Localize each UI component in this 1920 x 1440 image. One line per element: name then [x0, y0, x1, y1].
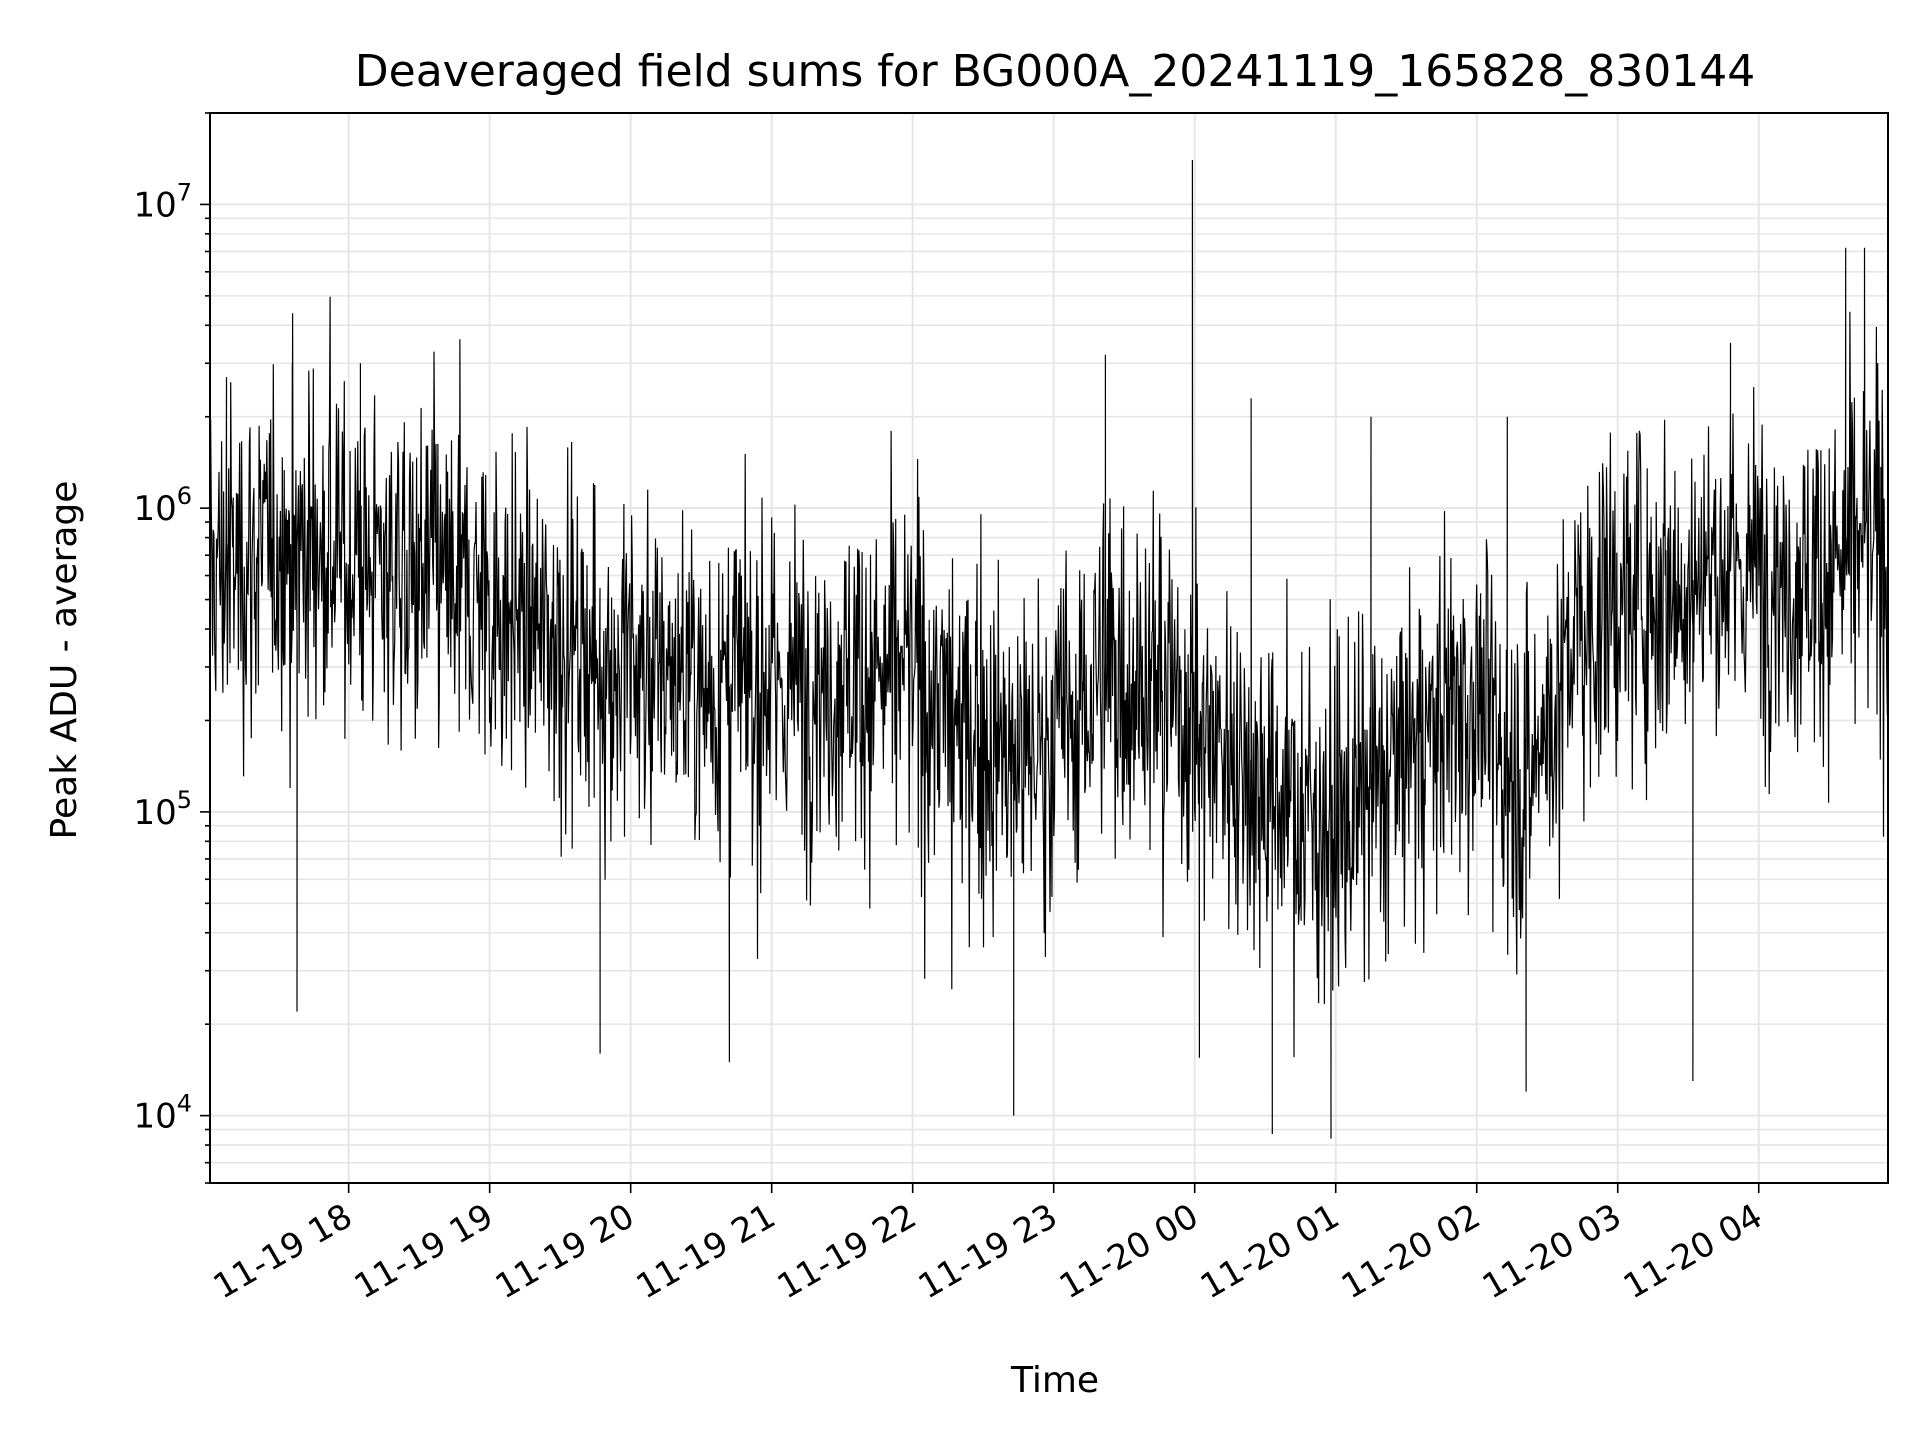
- y-tick-label: 104: [133, 1090, 192, 1137]
- y-tick-label: 107: [133, 178, 192, 225]
- data-series: [209, 159, 1889, 1139]
- plot-frame: [209, 112, 1889, 1184]
- grid-lines: [210, 112, 1888, 1184]
- y-tick-label: 106: [133, 482, 192, 529]
- y-axis-title: Peak ADU - average: [44, 481, 85, 840]
- y-tick-label: 105: [133, 786, 192, 833]
- x-axis-title: Time: [1010, 1360, 1099, 1401]
- series-line: [209, 159, 1889, 1139]
- chart-title: Deaveraged field sums for BG000A_2024111…: [355, 46, 1755, 97]
